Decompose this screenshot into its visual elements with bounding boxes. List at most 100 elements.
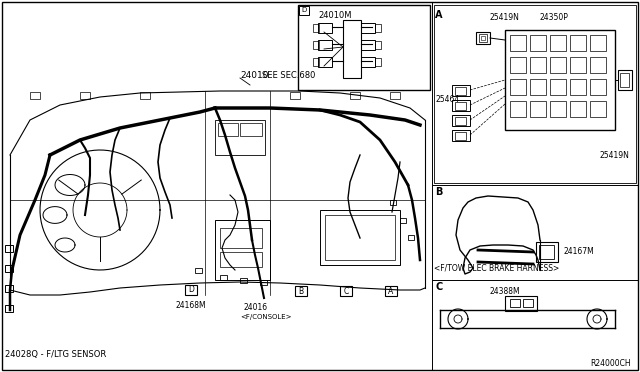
Bar: [80, 92, 90, 99]
Bar: [215, 120, 265, 155]
Bar: [455, 116, 466, 125]
Bar: [220, 275, 227, 280]
Bar: [299, 6, 309, 15]
Bar: [318, 23, 332, 33]
Text: <F/TOW ELEC BRAKE HARNESS>: <F/TOW ELEC BRAKE HARNESS>: [434, 263, 559, 273]
Text: 24168M: 24168M: [175, 301, 205, 310]
Bar: [530, 101, 546, 117]
Bar: [361, 40, 375, 50]
Bar: [240, 278, 247, 283]
Text: R24000CH: R24000CH: [590, 359, 630, 368]
Bar: [523, 299, 533, 307]
Text: <F/CONSOLE>: <F/CONSOLE>: [240, 314, 291, 320]
Bar: [530, 35, 546, 51]
Bar: [550, 35, 566, 51]
Bar: [390, 200, 396, 205]
Bar: [220, 252, 262, 267]
Text: 24010M: 24010M: [318, 10, 351, 19]
Bar: [550, 101, 566, 117]
Bar: [536, 242, 558, 262]
Bar: [476, 32, 490, 44]
Bar: [385, 286, 397, 296]
Bar: [240, 123, 262, 136]
Bar: [313, 58, 319, 66]
Text: 24350P: 24350P: [540, 13, 569, 22]
Bar: [590, 101, 606, 117]
Bar: [320, 210, 400, 265]
Text: A: A: [435, 10, 442, 20]
Bar: [452, 130, 470, 141]
Text: 24388M: 24388M: [490, 288, 520, 296]
Bar: [343, 20, 361, 78]
Bar: [361, 57, 375, 67]
Bar: [390, 92, 400, 99]
Bar: [481, 36, 485, 40]
Bar: [590, 35, 606, 51]
Text: 24028Q - F/LTG SENSOR: 24028Q - F/LTG SENSOR: [5, 350, 106, 359]
Bar: [195, 268, 202, 273]
Text: D: D: [301, 7, 307, 13]
Bar: [298, 5, 430, 90]
Text: 25464: 25464: [436, 96, 460, 105]
Bar: [313, 24, 319, 32]
Text: C: C: [435, 282, 442, 292]
Bar: [530, 57, 546, 73]
Bar: [375, 24, 381, 32]
Bar: [570, 101, 586, 117]
Text: 24010: 24010: [240, 71, 269, 80]
Bar: [375, 41, 381, 49]
Bar: [220, 228, 262, 248]
Bar: [408, 235, 414, 240]
Bar: [290, 92, 300, 99]
Bar: [510, 299, 520, 307]
Bar: [313, 41, 319, 49]
Bar: [340, 286, 352, 296]
Bar: [185, 285, 197, 295]
Bar: [479, 34, 487, 42]
Bar: [350, 92, 360, 99]
Bar: [590, 57, 606, 73]
Bar: [295, 286, 307, 296]
Bar: [325, 215, 395, 260]
Bar: [452, 85, 470, 96]
Bar: [140, 92, 150, 99]
Bar: [5, 265, 13, 272]
Bar: [618, 70, 632, 90]
Bar: [318, 40, 332, 50]
Text: SEE SEC.680: SEE SEC.680: [262, 71, 316, 80]
Bar: [510, 79, 526, 95]
Bar: [5, 305, 13, 312]
Bar: [505, 296, 537, 311]
Bar: [510, 35, 526, 51]
Bar: [550, 79, 566, 95]
Bar: [215, 220, 270, 280]
Bar: [620, 73, 629, 87]
Bar: [400, 218, 406, 223]
Bar: [218, 123, 238, 136]
Bar: [452, 100, 470, 111]
Bar: [260, 280, 267, 285]
Text: A: A: [388, 286, 394, 295]
Text: 25419N: 25419N: [490, 13, 520, 22]
Text: D: D: [188, 285, 194, 295]
Bar: [318, 57, 332, 67]
Bar: [375, 58, 381, 66]
Bar: [510, 101, 526, 117]
Bar: [30, 92, 40, 99]
Bar: [530, 79, 546, 95]
Bar: [434, 5, 636, 183]
Bar: [570, 35, 586, 51]
Text: C: C: [344, 286, 349, 295]
Bar: [570, 57, 586, 73]
Bar: [510, 57, 526, 73]
Bar: [452, 115, 470, 126]
Bar: [455, 131, 466, 140]
Text: 24016: 24016: [243, 304, 267, 312]
Text: B: B: [298, 286, 303, 295]
Bar: [505, 30, 615, 130]
Text: B: B: [435, 187, 442, 197]
Bar: [455, 102, 466, 109]
Bar: [570, 79, 586, 95]
Bar: [539, 245, 554, 259]
Bar: [550, 57, 566, 73]
